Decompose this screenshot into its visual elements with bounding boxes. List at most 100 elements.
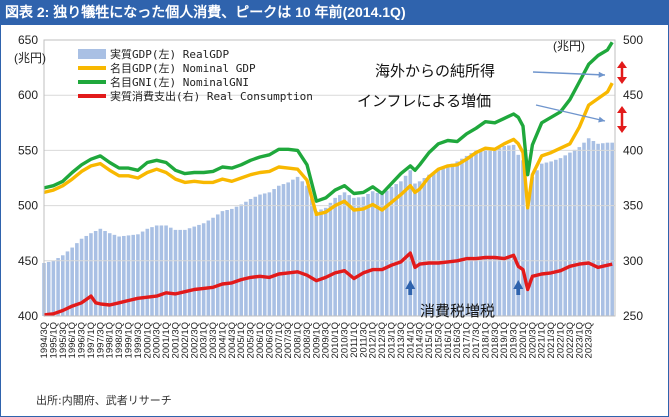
real-gdp-bar: [51, 260, 56, 316]
x-tick-label: 2008/1Q: [293, 322, 304, 358]
x-tick-label: 1997/1Q: [86, 322, 97, 358]
real-gdp-bar: [389, 186, 394, 316]
x-tick-label: 1994/3Q: [39, 322, 50, 358]
real-gdp-bar: [549, 161, 553, 316]
left-tick-label: 650: [18, 33, 38, 47]
real-consumption-line: [43, 251, 613, 317]
x-tick-label: 2017/3Q: [471, 322, 482, 358]
double-arrow-gni-gap-bottom: [617, 77, 627, 84]
left-tick-label: 450: [18, 254, 38, 268]
legend-nominal-gni-label: 名目GNI(左) NominalGNI: [110, 75, 249, 89]
x-tick-label: 2014/1Q: [405, 322, 416, 358]
real-gdp-bar: [183, 229, 187, 316]
real-gdp-bar: [478, 149, 483, 316]
x-tick-label: 2008/3Q: [302, 322, 313, 358]
real-gdp-bar: [563, 155, 568, 316]
x-tick-label: 2003/1Q: [199, 322, 210, 358]
real-gdp-bar: [239, 204, 244, 316]
legend-real-consumption-label: 実質消費支出(右) Real Consumption: [110, 89, 313, 103]
real-gdp-bar: [568, 152, 572, 316]
real-gdp-bar: [234, 206, 239, 316]
real-gdp-bar: [422, 178, 427, 316]
x-tick-label: 2021/3Q: [546, 322, 557, 358]
real-gdp-bar: [361, 196, 366, 316]
real-gdp-bar: [300, 181, 305, 316]
x-tick-label: 2013/1Q: [386, 322, 397, 358]
right-tick-label: 450: [623, 88, 643, 102]
real-gdp-bar: [295, 176, 300, 316]
annotation-inflation: インフレによる増価: [357, 92, 491, 110]
real-gdp-bar: [93, 230, 98, 316]
nominal-gni-line: [43, 41, 614, 203]
real-gdp-bar: [502, 145, 506, 316]
x-tick-label: 1995/3Q: [58, 322, 69, 358]
real-gdp-bar: [366, 194, 370, 316]
x-tick-label: 2021/1Q: [537, 322, 548, 358]
real-gdp-bar: [173, 229, 178, 316]
real-gdp-bar: [577, 147, 582, 316]
real-gdp-bar: [507, 145, 511, 316]
real-gdp-bar: [145, 228, 150, 316]
right-axis-unit: (兆円): [553, 39, 585, 53]
tax-hike-arrow-2014-stem: [408, 289, 413, 295]
x-tick-label: 2013/3Q: [396, 322, 407, 358]
real-gdp-bar: [342, 192, 347, 316]
real-gdp-bar: [394, 184, 398, 316]
real-gdp-bar: [347, 195, 352, 316]
real-gdp-bar: [441, 168, 445, 316]
x-tick-label: 2018/1Q: [480, 322, 491, 358]
real-gdp-bar: [488, 149, 492, 316]
real-gdp-bar: [413, 183, 417, 316]
left-tick-label: 600: [18, 88, 38, 102]
tax-hike-arrow-2014: [405, 280, 416, 289]
real-gdp-bar: [403, 175, 408, 316]
x-tick-label: 2020/3Q: [527, 322, 538, 358]
real-gdp-bar: [230, 208, 234, 316]
annotation-consumption-tax: 消費税増税: [420, 302, 495, 320]
series-lines: [43, 41, 614, 317]
legend-real-gdp-label: 実質GDP(左) RealGDP: [110, 47, 229, 61]
real-gdp-bar: [225, 210, 229, 316]
real-gdp-bar: [154, 225, 159, 316]
real-gdp-bar: [220, 211, 225, 316]
right-tick-label: 350: [623, 199, 643, 213]
x-tick-label: 2005/3Q: [246, 322, 257, 358]
real-gdp-bar: [248, 198, 253, 316]
real-gdp-bar: [605, 142, 610, 316]
x-tick-label: 1999/1Q: [124, 322, 135, 358]
x-tick-label: 2020/1Q: [518, 322, 529, 358]
annotation-net-income: 海外からの純所得: [375, 62, 495, 80]
real-gdp-bar: [380, 194, 384, 316]
real-gdp-bar: [206, 220, 211, 316]
x-tick-label: 2009/3Q: [321, 322, 332, 358]
real-gdp-bar: [211, 217, 215, 316]
x-tick-label: 2000/3Q: [152, 322, 163, 358]
x-tick-label: 2016/1Q: [443, 322, 454, 358]
x-tick-label: 1996/3Q: [77, 322, 88, 358]
left-tick-label: 550: [18, 143, 38, 157]
x-tick-label: 1997/3Q: [95, 322, 106, 358]
x-tick-label: 2003/3Q: [208, 322, 219, 358]
real-gdp-bar: [56, 258, 60, 316]
real-gdp-bar: [446, 165, 450, 316]
real-gdp-bar: [417, 181, 422, 316]
real-gdp-bar: [215, 214, 220, 316]
real-gdp-bar: [286, 182, 290, 316]
real-gdp-bar: [319, 209, 323, 316]
real-gdp-bar: [323, 207, 328, 316]
x-tick-label: 2010/3Q: [340, 322, 351, 358]
x-tick-label: 2007/3Q: [283, 322, 294, 358]
real-gdp-bar: [493, 150, 497, 316]
real-gdp-bar: [464, 155, 469, 316]
real-gdp-bar: [84, 235, 89, 316]
x-tick-label: 2005/1Q: [236, 322, 247, 358]
real-gdp-bar: [117, 236, 121, 316]
real-gdp-bar: [164, 225, 168, 316]
real-gdp-bar: [596, 143, 600, 316]
real-gdp-bar: [601, 143, 605, 316]
real-gdp-bar: [112, 234, 117, 316]
real-gdp-bar: [586, 138, 591, 316]
